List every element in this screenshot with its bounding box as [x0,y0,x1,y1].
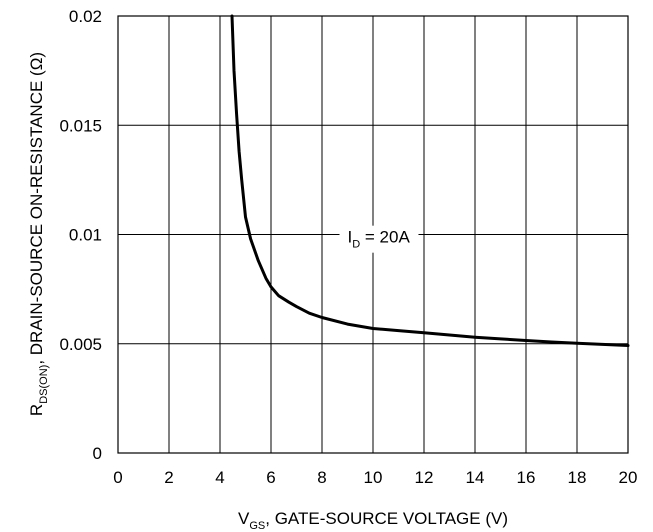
annotation-background [339,225,419,253]
y-tick-label: 0 [93,444,102,463]
x-tick-label: 14 [466,468,485,487]
x-tick-label: 16 [517,468,536,487]
x-tick-label: 18 [568,468,587,487]
x-tick-labels: 0 2 4 6 8 10 12 14 16 18 20 [113,468,637,487]
annotation-label: ID = 20A [348,228,411,251]
series-line [230,14,630,347]
y-tick-label: 0.01 [69,226,102,245]
y-tick-label: 0.015 [59,116,102,135]
x-tick-label: 12 [415,468,434,487]
x-tick-label: 2 [164,468,173,487]
x-tick-label: 10 [364,468,383,487]
x-tick-label: 20 [619,468,638,487]
x-tick-label: 4 [215,468,224,487]
plot-frame [117,15,629,454]
x-tick-label: 6 [266,468,275,487]
x-tick-label: 8 [317,468,326,487]
x-axis-label: VGS, GATE-SOURCE VOLTAGE (V) [238,509,508,532]
y-tick-labels: 0 0.005 0.01 0.015 0.02 [59,7,102,463]
x-tick-label: 0 [113,468,122,487]
y-axis-label: RDS(ON), DRAIN-SOURCE ON-RESISTANCE (Ω) [27,52,50,416]
y-tick-label: 0.005 [59,335,102,354]
y-tick-label: 0.02 [69,7,102,26]
